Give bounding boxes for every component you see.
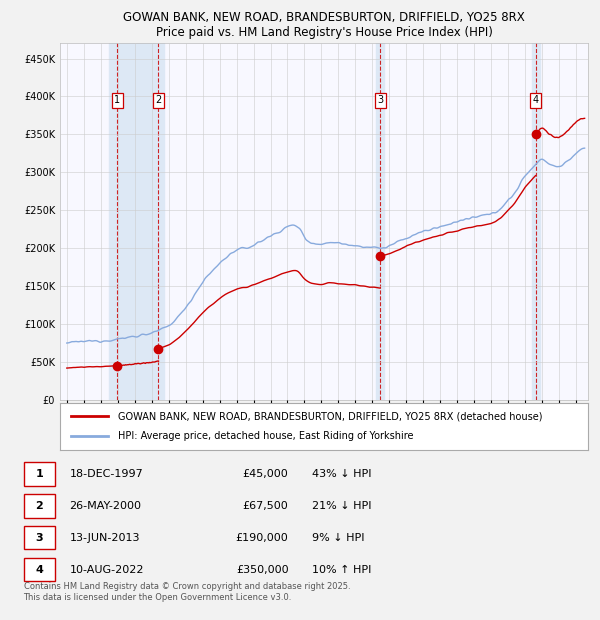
Text: 10% ↑ HPI: 10% ↑ HPI (311, 565, 371, 575)
Text: GOWAN BANK, NEW ROAD, BRANDESBURTON, DRIFFIELD, YO25 8RX (detached house): GOWAN BANK, NEW ROAD, BRANDESBURTON, DRI… (118, 411, 542, 421)
Text: Contains HM Land Registry data © Crown copyright and database right 2025.
This d: Contains HM Land Registry data © Crown c… (23, 582, 350, 601)
Text: £190,000: £190,000 (236, 533, 289, 542)
Text: 2: 2 (35, 501, 43, 511)
Bar (532, 43, 541, 400)
Text: 26-MAY-2000: 26-MAY-2000 (70, 501, 142, 511)
Text: 2: 2 (155, 95, 161, 105)
Text: HPI: Average price, detached house, East Riding of Yorkshire: HPI: Average price, detached house, East… (118, 432, 413, 441)
FancyBboxPatch shape (23, 494, 55, 518)
Text: 10-AUG-2022: 10-AUG-2022 (70, 565, 144, 575)
Text: £67,500: £67,500 (243, 501, 289, 511)
Text: 9% ↓ HPI: 9% ↓ HPI (311, 533, 364, 542)
Text: 4: 4 (35, 565, 43, 575)
Text: 1: 1 (114, 95, 120, 105)
Text: 43% ↓ HPI: 43% ↓ HPI (311, 469, 371, 479)
Text: 18-DEC-1997: 18-DEC-1997 (70, 469, 143, 479)
Text: 13-JUN-2013: 13-JUN-2013 (70, 533, 140, 542)
Text: 1: 1 (35, 469, 43, 479)
Bar (109, 43, 164, 400)
Title: GOWAN BANK, NEW ROAD, BRANDESBURTON, DRIFFIELD, YO25 8RX
Price paid vs. HM Land : GOWAN BANK, NEW ROAD, BRANDESBURTON, DRI… (123, 11, 525, 40)
Text: 3: 3 (35, 533, 43, 542)
Text: 21% ↓ HPI: 21% ↓ HPI (311, 501, 371, 511)
Bar (376, 43, 384, 400)
Text: £45,000: £45,000 (243, 469, 289, 479)
Text: £350,000: £350,000 (236, 565, 289, 575)
Text: 4: 4 (532, 95, 539, 105)
FancyBboxPatch shape (23, 462, 55, 485)
Text: 3: 3 (377, 95, 383, 105)
FancyBboxPatch shape (23, 558, 55, 582)
FancyBboxPatch shape (23, 526, 55, 549)
